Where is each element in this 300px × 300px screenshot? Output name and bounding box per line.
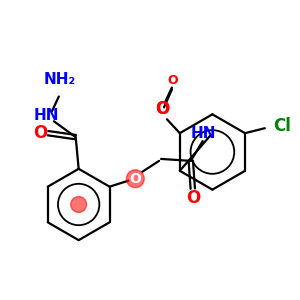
Text: O: O — [155, 100, 169, 118]
Text: HN: HN — [33, 108, 59, 123]
Text: Cl: Cl — [273, 117, 291, 135]
Text: O: O — [168, 74, 178, 87]
Circle shape — [126, 170, 144, 188]
Text: NH₂: NH₂ — [44, 72, 76, 87]
Text: O: O — [129, 172, 141, 186]
Text: O: O — [33, 124, 47, 142]
Text: O: O — [186, 189, 200, 207]
Circle shape — [71, 196, 87, 212]
Text: HN: HN — [191, 126, 216, 141]
Text: O: O — [155, 100, 169, 118]
